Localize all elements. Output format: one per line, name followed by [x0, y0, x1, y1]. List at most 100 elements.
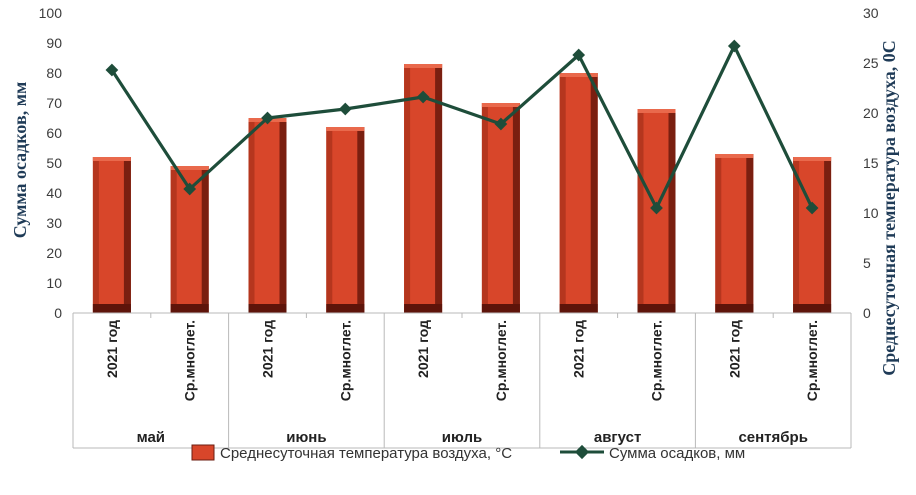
month-label: август: [594, 429, 641, 446]
precipitation-point: [416, 90, 430, 104]
category-labels: 2021 год Ср.многлет. 2021 год Ср.многлет. 20…: [104, 320, 820, 401]
month-label: июль: [442, 429, 482, 446]
category-label: Ср.многлет.: [182, 320, 198, 401]
bar-left-edge: [170, 166, 177, 313]
category-label: Ср.многлет.: [337, 320, 353, 401]
left-tick-label: 90: [46, 35, 62, 51]
legend-label-precipitation: Сумма осадков, мм: [609, 445, 745, 462]
bar-left-edge: [793, 157, 800, 313]
left-tick-label: 0: [54, 305, 62, 321]
bar-right-edge: [668, 109, 676, 313]
bar-base: [637, 304, 676, 313]
bar-right-edge: [357, 127, 365, 313]
category-label: Ср.многлет.: [649, 320, 665, 401]
category-label: 2021 год: [415, 320, 431, 378]
bar-top-face: [481, 103, 520, 107]
precipitation-line: [110, 44, 814, 210]
bar-left-edge: [404, 64, 411, 313]
bar-right-edge: [746, 154, 754, 313]
bar-base: [793, 304, 832, 313]
bar-base: [248, 304, 287, 313]
category-label: Ср.многлет.: [804, 320, 820, 401]
left-tick-label: 80: [46, 65, 62, 81]
bar-base: [481, 304, 520, 313]
bar-base: [559, 304, 598, 313]
bar-series: [92, 64, 832, 313]
category-label: 2021 год: [260, 320, 276, 378]
legend: Среднесуточная температура воздуха, °С С…: [191, 444, 745, 462]
precipitation-point: [261, 111, 274, 125]
left-tick-label: 30: [46, 215, 62, 231]
bar-left-edge: [559, 73, 566, 313]
legend-swatch-temperature: [191, 444, 215, 461]
precipitation-point: [494, 117, 508, 131]
bar-top-face: [559, 73, 598, 77]
bar-top-face: [170, 166, 209, 170]
bar: [92, 157, 131, 313]
month-label: июнь: [286, 429, 326, 446]
bar-right-edge: [123, 157, 131, 313]
bar: [715, 154, 754, 313]
bar: [248, 118, 287, 313]
month-label: май: [137, 429, 165, 446]
right-tick-label: 5: [863, 255, 871, 271]
bar-base: [92, 304, 131, 313]
bar: [559, 73, 598, 313]
left-tick-label: 10: [46, 275, 62, 291]
precipitation-point: [338, 102, 352, 116]
right-tick-label: 10: [863, 205, 879, 221]
bar-base: [715, 304, 754, 313]
legend-label-temperature: Среднесуточная температура воздуха, °С: [220, 445, 512, 462]
bar: [404, 64, 443, 313]
bar: [637, 109, 676, 313]
bar-top-face: [326, 127, 365, 131]
bar-right-edge: [590, 73, 598, 313]
bar-right-edge: [201, 166, 209, 313]
bar-top-face: [715, 154, 754, 158]
bar-base: [404, 304, 443, 313]
right-tick-label: 0: [863, 305, 871, 321]
precipitation-point: [727, 39, 741, 53]
bar-left-edge: [715, 154, 722, 313]
category-label: 2021 год: [726, 320, 742, 378]
month-label: сентябрь: [738, 429, 808, 446]
month-labels: май июнь июль август сентябрь: [137, 429, 808, 446]
right-tick-label: 15: [863, 155, 879, 171]
category-label: 2021 год: [571, 320, 587, 378]
right-axis-ticks: 0 5 10 15 20 25 30: [863, 5, 879, 321]
precipitation-point: [183, 182, 197, 196]
left-tick-label: 20: [46, 245, 62, 261]
line-series: [105, 39, 819, 215]
right-axis-title: Среднесуточная температура воздуха, 0С: [879, 40, 899, 376]
left-tick-label: 50: [46, 155, 62, 171]
left-axis-ticks: 0 10 20 30 40 50 60 70 80 90 100: [39, 5, 63, 321]
bar-right-edge: [824, 157, 832, 313]
right-tick-label: 20: [863, 105, 879, 121]
left-axis-title: Сумма осадков, мм: [10, 82, 30, 238]
left-tick-label: 60: [46, 125, 62, 141]
bar-top-face: [793, 157, 832, 161]
bar-left-edge: [92, 157, 99, 313]
bar: [326, 127, 365, 313]
right-tick-label: 25: [863, 55, 879, 71]
bar-top-face: [637, 109, 676, 113]
bar-right-edge: [279, 118, 287, 313]
bar-left-edge: [248, 118, 255, 313]
bar-base: [170, 304, 209, 313]
bar-left-edge: [637, 109, 644, 313]
bar-right-edge: [435, 64, 443, 313]
category-label: 2021 год: [104, 320, 120, 378]
left-tick-label: 40: [46, 185, 62, 201]
left-tick-label: 100: [39, 5, 63, 21]
bar-top-face: [92, 157, 131, 161]
bar-base: [326, 304, 365, 313]
bar: [481, 103, 520, 313]
right-tick-label: 30: [863, 5, 879, 21]
bar-left-edge: [326, 127, 333, 313]
bar-left-edge: [481, 103, 488, 313]
category-label: Ср.многлет.: [493, 320, 509, 401]
bar-top-face: [404, 64, 443, 68]
legend-marker-precipitation: [574, 444, 590, 460]
left-tick-label: 70: [46, 95, 62, 111]
